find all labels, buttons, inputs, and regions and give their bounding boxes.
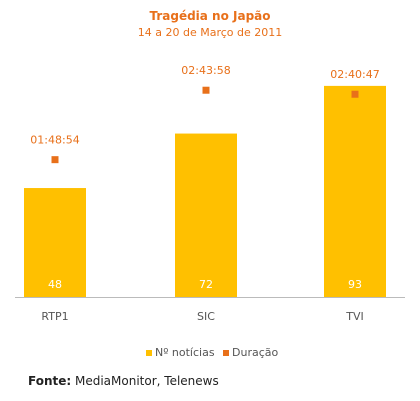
bar-value-label: 48 <box>48 278 62 291</box>
chart-subtitle: 14 a 20 de Março de 2011 <box>138 26 283 39</box>
bar-value-label: 93 <box>348 278 362 291</box>
duration-marker <box>202 86 210 94</box>
source-text: MediaMonitor, Telenews <box>71 374 219 388</box>
duration-label: 02:40:47 <box>330 68 379 81</box>
chart-title: Tragédia no Japão <box>149 9 270 23</box>
x-tick-label: TVI <box>345 310 364 323</box>
duration-label: 02:43:58 <box>181 64 230 77</box>
duration-marker <box>51 156 59 164</box>
source-label: Fonte: <box>28 374 72 388</box>
legend-label-noticias: Nº notícias <box>155 346 215 359</box>
bar-sic <box>175 133 237 297</box>
legend-swatch-duracao <box>223 350 229 356</box>
duration-marker <box>351 90 359 98</box>
bar-chart: Tragédia no Japão 14 a 20 de Março de 201… <box>15 9 405 359</box>
source-footer: Fonte: MediaMonitor, Telenews <box>28 374 219 388</box>
bar-rtp1 <box>24 188 86 297</box>
bar-tvi <box>324 85 386 297</box>
duration-label: 01:48:54 <box>30 134 79 147</box>
x-tick-label: RTP1 <box>41 310 68 323</box>
legend-label-duracao: Duração <box>232 346 278 359</box>
x-tick-label: SIC <box>197 310 215 323</box>
bar-value-label: 72 <box>199 278 213 291</box>
legend-swatch-noticias <box>146 350 152 356</box>
